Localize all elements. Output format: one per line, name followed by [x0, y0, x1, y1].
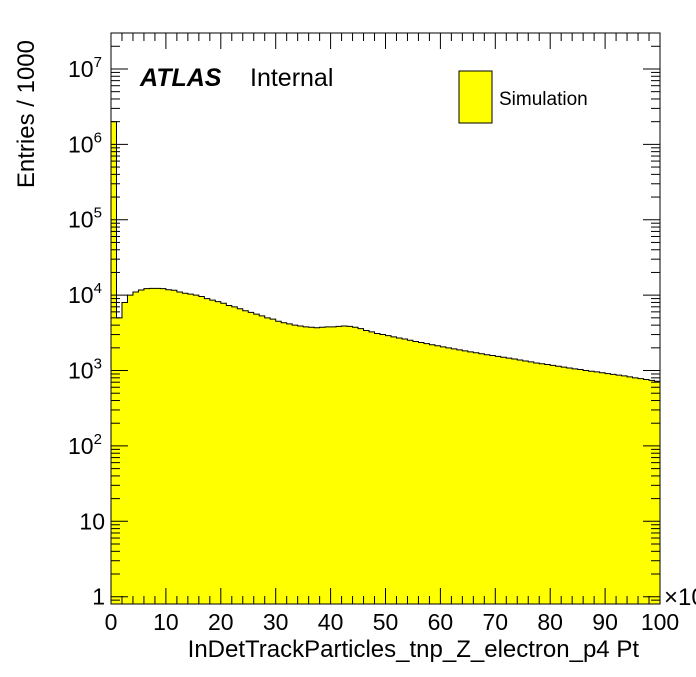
histogram-outline	[110, 121, 660, 604]
x-tick-label: 80	[537, 609, 563, 635]
legend-label: Simulation	[499, 89, 588, 110]
y-tick-label: 104	[68, 280, 102, 308]
y-axis-tick-labels: 1 10 102 103 104 105 106 107	[68, 54, 105, 610]
y-tick-label: 106	[68, 129, 102, 157]
atlas-sublabel: Internal	[250, 64, 333, 92]
y-tick-label: 107	[68, 54, 102, 82]
y-tick-label: 105	[68, 205, 102, 233]
x-axis-ticks	[110, 33, 661, 604]
atlas-label: ATLAS	[139, 64, 222, 92]
y-tick-label: 103	[68, 356, 102, 384]
y-tick-label: 102	[68, 431, 102, 459]
x-tick-label: 90	[592, 609, 618, 635]
y-tick-label: 10	[79, 508, 105, 534]
x-tick-label: 10	[153, 609, 179, 635]
x-tick-label: 70	[483, 609, 509, 635]
histogram-fill	[111, 121, 660, 605]
x-axis-multiplier-label: ×10³	[664, 584, 696, 611]
x-axis-label: InDetTrackParticles_tnp_Z_electron_p4 Pt	[188, 636, 640, 663]
x-tick-label: 0	[105, 609, 118, 635]
legend: Simulation	[458, 70, 588, 124]
x-tick-label: 60	[428, 609, 454, 635]
legend-swatch	[458, 70, 493, 124]
x-tick-label: 50	[373, 609, 399, 635]
x-tick-label: 100	[641, 609, 679, 635]
y-axis-label: Entries / 1000	[13, 40, 40, 188]
x-tick-label: 30	[263, 609, 289, 635]
x-tick-label: 40	[318, 609, 344, 635]
x-tick-label: 20	[208, 609, 234, 635]
y-tick-label: 1	[92, 584, 105, 610]
x-axis-tick-labels: 0 10 20 30 40 50 60 70 80 90 100	[105, 609, 680, 635]
y-axis-ticks	[111, 32, 660, 605]
